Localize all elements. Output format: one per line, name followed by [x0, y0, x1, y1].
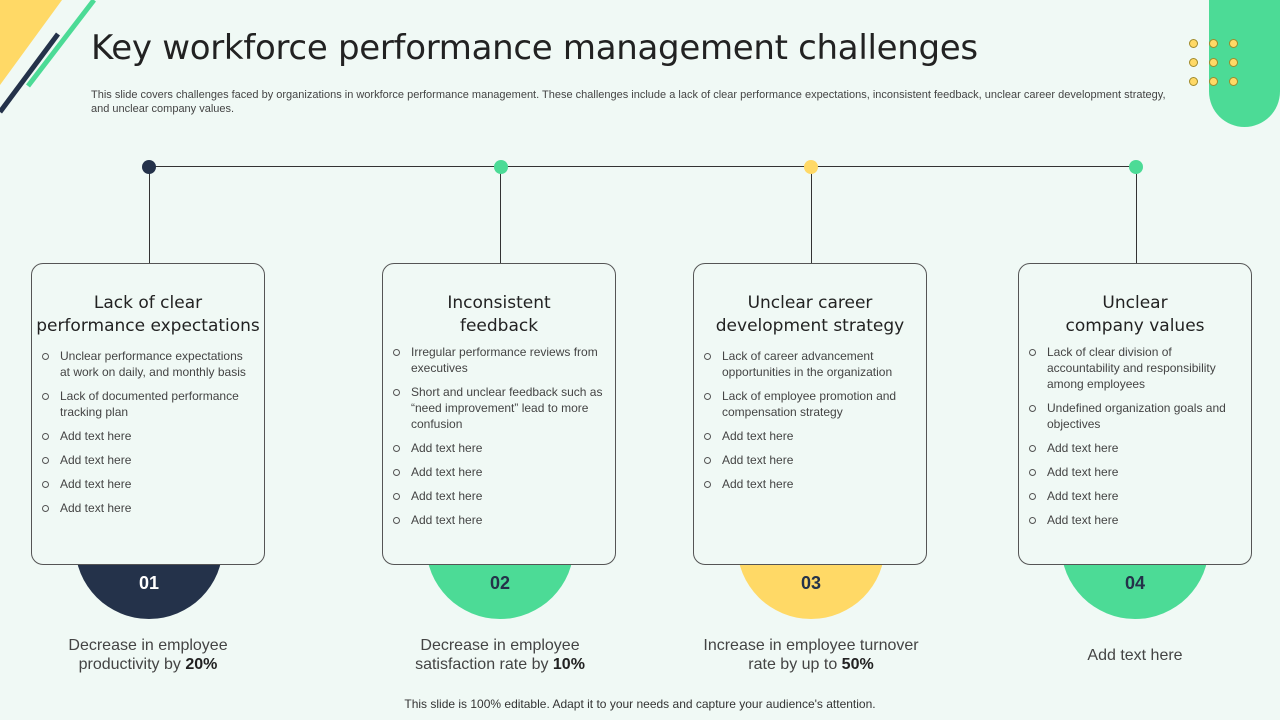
bullet-item: Add text here [1027, 488, 1239, 504]
timeline-dot-1 [142, 160, 156, 174]
bullet-item: Add text here [391, 464, 603, 480]
timeline-dot-3 [804, 160, 818, 174]
bullet-item: Add text here [391, 440, 603, 456]
bullet-item: Add text here [40, 476, 252, 492]
challenge-card-2: Inconsistent feedback Irregular performan… [382, 263, 616, 565]
card-bullet-list: Lack of career advancement opportunities… [702, 348, 914, 500]
green-tab-decoration [1209, 0, 1280, 127]
footer-note: This slide is 100% editable. Adapt it to… [404, 697, 876, 711]
bullet-item: Irregular performance reviews from execu… [391, 344, 603, 376]
stat-text-1: Decrease in employee productivity by 20% [68, 637, 228, 673]
bullet-item: Add text here [1027, 464, 1239, 480]
bullet-item: Short and unclear feedback such as “need… [391, 384, 603, 432]
bullet-item: Add text here [40, 500, 252, 516]
card-title: Lack of clear performance expectations [36, 293, 260, 336]
bullet-item: Lack of career advancement opportunities… [702, 348, 914, 380]
connector-3 [811, 167, 812, 264]
connector-4 [1136, 167, 1137, 264]
bullet-item: Lack of documented performance tracking … [40, 388, 252, 420]
bullet-item: Add text here [1027, 440, 1239, 456]
corner-decoration [0, 0, 96, 114]
card-title: Unclear company values [1065, 293, 1205, 336]
timeline-dot-2 [494, 160, 508, 174]
card-bullet-list: Irregular performance reviews from execu… [391, 344, 603, 536]
stat-text-2: Decrease in employee satisfaction rate b… [415, 637, 585, 673]
number-label: 02 [489, 573, 511, 593]
bullet-item: Add text here [702, 428, 914, 444]
challenge-card-3: Unclear career development strategy Lack … [693, 263, 927, 565]
card-bullet-list: Lack of clear division of accountability… [1027, 344, 1239, 536]
challenge-card-1: Lack of clear performance expectations Un… [31, 263, 265, 565]
bullet-item: Add text here [1027, 512, 1239, 528]
bullet-item: Add text here [391, 488, 603, 504]
page-subtitle: This slide covers challenges faced by or… [91, 89, 1166, 115]
page-title: Key workforce performance management cha… [91, 28, 978, 68]
number-label: 04 [1124, 573, 1146, 593]
challenge-card-4: Unclear company values Lack of clear divi… [1018, 263, 1252, 565]
number-label: 03 [800, 573, 822, 593]
bullet-item: Add text here [40, 452, 252, 468]
dot-grid-decoration [1189, 39, 1241, 89]
bullet-item: Add text here [391, 512, 603, 528]
bullet-item: Add text here [702, 452, 914, 468]
bullet-item: Unclear performance expectations at work… [40, 348, 252, 380]
timeline-dot-4 [1129, 160, 1143, 174]
connector-2 [500, 167, 501, 264]
stat-text-3: Increase in employee turnover rate by up… [703, 637, 919, 673]
timeline-line [149, 166, 1137, 167]
stat-text-4: Add text here [1087, 647, 1183, 664]
number-label: 01 [138, 573, 160, 593]
card-title: Unclear career development strategy [715, 293, 905, 336]
bullet-item: Add text here [40, 428, 252, 444]
card-bullet-list: Unclear performance expectations at work… [40, 348, 252, 524]
connector-1 [149, 167, 150, 264]
bullet-item: Undefined organization goals and objecti… [1027, 400, 1239, 432]
bullet-item: Add text here [702, 476, 914, 492]
bullet-item: Lack of clear division of accountability… [1027, 344, 1239, 392]
card-title: Inconsistent feedback [447, 293, 551, 336]
bullet-item: Lack of employee promotion and compensat… [702, 388, 914, 420]
